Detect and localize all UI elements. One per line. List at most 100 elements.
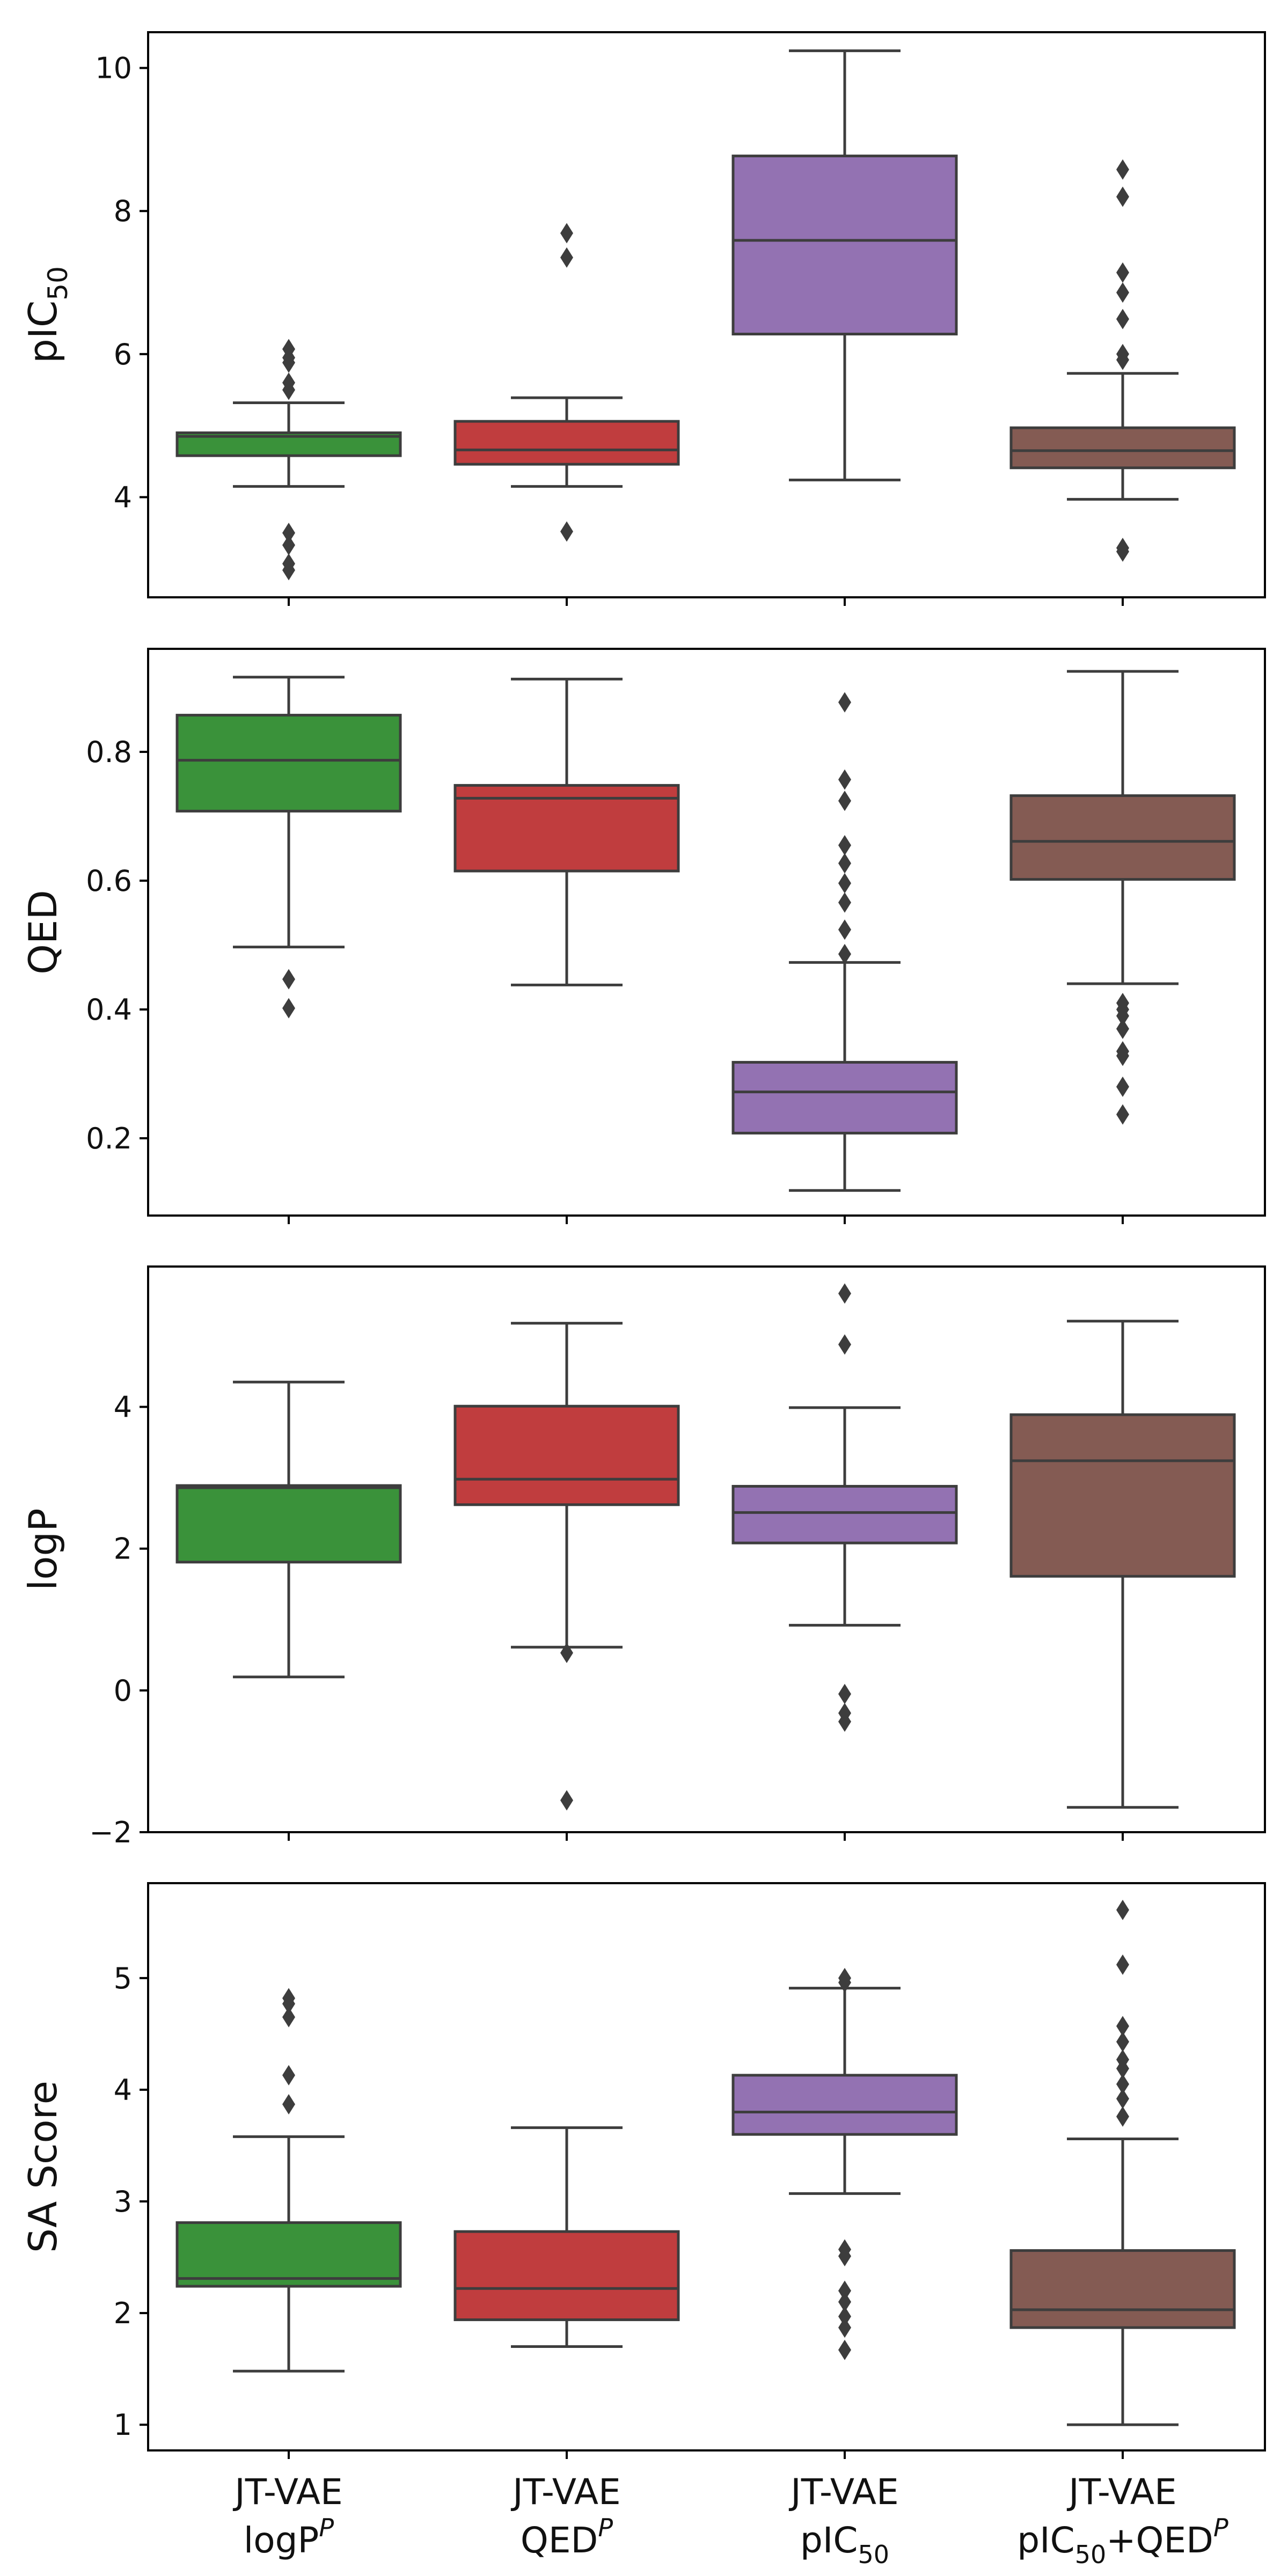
outlier-point xyxy=(1116,2058,1129,2079)
outlier-point xyxy=(1116,1077,1129,1097)
outlier-point xyxy=(1116,1045,1129,1066)
outlier-point xyxy=(1116,309,1129,330)
label-superscript: P xyxy=(319,2513,334,2542)
outlier-point xyxy=(1116,2088,1129,2109)
box-1 xyxy=(175,1988,402,2373)
box-2 xyxy=(453,2126,680,2348)
outlier-point xyxy=(282,352,295,373)
box-iqr xyxy=(175,1484,402,1564)
outlier-point xyxy=(560,521,573,542)
box-iqr xyxy=(453,420,680,466)
outlier-point xyxy=(838,791,851,811)
outlier-point xyxy=(1116,159,1129,180)
outlier-point xyxy=(282,560,295,581)
outlier-point xyxy=(282,523,295,544)
box-2 xyxy=(453,677,680,986)
y-tick-label: 6 xyxy=(114,338,132,371)
y-tick-label: 5 xyxy=(114,1962,132,1995)
box-iqr xyxy=(1009,794,1236,881)
box-iqr xyxy=(453,2230,680,2322)
box-iqr xyxy=(1009,1413,1236,1578)
box-4 xyxy=(1009,1320,1236,1809)
y-tick-label: 2 xyxy=(114,2296,132,2330)
box-iqr xyxy=(453,784,680,873)
y-tick-label: 0.4 xyxy=(86,993,132,1027)
y-tick-label: 1 xyxy=(114,2408,132,2442)
outlier-point xyxy=(838,2306,851,2327)
box-iqr xyxy=(1009,2249,1236,2329)
outlier-point xyxy=(838,919,851,940)
outlier-point xyxy=(838,1283,851,1304)
x-category-label-line2: logPP xyxy=(244,2513,334,2561)
panel-2: 0.2 0.4 0.6 0.8 QED xyxy=(20,648,1266,1224)
outlier-point xyxy=(838,769,851,790)
outlier-point xyxy=(1116,186,1129,207)
y-axis-label-base: pIC xyxy=(20,301,65,363)
outlier-point xyxy=(1116,1954,1129,1975)
panel-3: −2 0 2 4 logP xyxy=(20,1265,1266,1849)
x-category-label-line2: pIC50+QEDP xyxy=(1017,2513,1228,2569)
outlier-point xyxy=(1116,1019,1129,1039)
outlier-point xyxy=(282,379,295,400)
outlier-point xyxy=(838,1334,851,1355)
box-3 xyxy=(731,49,958,481)
y-tick-label: 8 xyxy=(114,194,132,228)
panel-frame xyxy=(147,31,1266,598)
outlier-point xyxy=(560,1642,573,1663)
y-tick-label: 4 xyxy=(114,1391,132,1424)
y-axis-label-base: logP xyxy=(20,1508,65,1590)
label-tail-superscript: P xyxy=(1213,2513,1228,2542)
outlier-point xyxy=(838,2317,851,2338)
y-tick-label: 2 xyxy=(114,1532,132,1566)
panel-frame xyxy=(147,1882,1266,2451)
y-axis-label: QED xyxy=(20,890,65,975)
outlier-point xyxy=(838,2280,851,2301)
outlier-point xyxy=(282,2007,295,2028)
x-category-label-line2: QEDP xyxy=(521,2513,613,2561)
label-tail: +QED xyxy=(1106,2520,1213,2561)
box-2 xyxy=(453,1322,680,1811)
box-iqr xyxy=(731,1484,958,1545)
box-iqr xyxy=(731,1060,958,1135)
y-axis-label: SA Score xyxy=(20,2081,65,2253)
outlier-point xyxy=(282,2094,295,2114)
label-superscript: P xyxy=(598,2513,613,2542)
box-iqr xyxy=(175,2221,402,2288)
outlier-point xyxy=(1116,349,1129,370)
label-base: logP xyxy=(244,2520,319,2561)
box-1 xyxy=(175,339,402,581)
outlier-point xyxy=(560,1790,573,1811)
x-category-label-line1: JT-VAE xyxy=(232,2471,342,2513)
x-category-label-line2: pIC50 xyxy=(800,2520,889,2569)
outlier-point xyxy=(838,873,851,894)
outlier-point xyxy=(838,1684,851,1704)
label-base: pIC xyxy=(800,2520,858,2561)
box-4 xyxy=(1009,159,1236,562)
y-tick-label: 10 xyxy=(95,52,132,85)
outlier-point xyxy=(838,2292,851,2312)
label-subscript: 50 xyxy=(1075,2540,1107,2569)
outlier-point xyxy=(560,223,573,244)
outlier-point xyxy=(838,943,851,964)
y-tick-label: 4 xyxy=(114,2073,132,2107)
outlier-point xyxy=(282,535,295,555)
outlier-point xyxy=(560,247,573,268)
outlier-point xyxy=(1116,2016,1129,2037)
y-tick-label: 0 xyxy=(114,1674,132,1708)
outlier-point xyxy=(1116,541,1129,562)
box-2 xyxy=(453,223,680,542)
y-tick-label: 0.2 xyxy=(86,1122,132,1155)
box-iqr xyxy=(731,2074,958,2136)
y-tick-label: 0.6 xyxy=(86,864,132,898)
panel-1: 4 6 8 10 pIC50 xyxy=(20,31,1266,606)
box-iqr xyxy=(1009,426,1236,470)
box-iqr xyxy=(731,155,958,335)
box-3 xyxy=(731,1967,958,2360)
label-base: QED xyxy=(521,2520,598,2561)
outlier-point xyxy=(838,1972,851,1993)
outlier-point xyxy=(1116,262,1129,283)
x-category-label-line1: JT-VAE xyxy=(1066,2471,1176,2513)
outlier-point xyxy=(838,692,851,713)
y-axis-label: logP xyxy=(20,1508,65,1590)
